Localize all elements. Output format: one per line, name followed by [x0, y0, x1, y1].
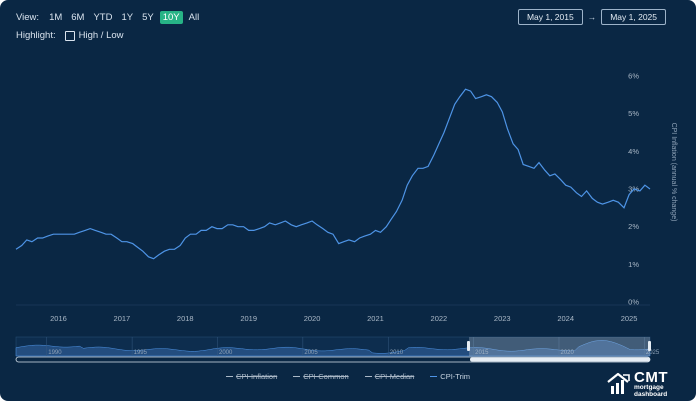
range-button-10y[interactable]: 10Y	[159, 11, 183, 24]
x-tick-label: 2023	[494, 314, 511, 323]
house-chart-icon	[607, 372, 630, 394]
range-button-5y[interactable]: 5Y	[142, 12, 154, 23]
legend-label: CPI-Inflation	[235, 372, 278, 381]
navigator-scrollbar-thumb[interactable]	[470, 357, 650, 362]
legend-item-cpi-inflation[interactable]: CPI-Inflation	[225, 372, 278, 381]
range-button-1m[interactable]: 1M	[49, 12, 63, 23]
navigator-selection[interactable]	[469, 337, 650, 356]
logo-subtitle-2: dashboard	[634, 390, 668, 398]
cmt-logo: CMT mortgage dashboard	[606, 369, 684, 398]
y-tick-label: 1%	[628, 260, 639, 269]
navigator-tick-label: 2010	[390, 350, 404, 356]
y-tick-label: 0%	[628, 298, 639, 307]
navigator-tick-label: 2025	[646, 350, 660, 356]
date-arrow: →	[587, 12, 597, 22]
y-tick-label: 4%	[628, 147, 639, 156]
navigator-tick-label: 2000	[219, 350, 233, 356]
date-range-selector: May 1, 2015 → May 1, 2025	[517, 9, 666, 25]
x-tick-label: 2024	[557, 314, 574, 323]
navigator-tick-label: 1995	[134, 350, 148, 356]
navigator-handle-left[interactable]	[467, 341, 470, 351]
high-low-label[interactable]: High / Low	[78, 30, 124, 41]
y-tick-label: 2%	[628, 222, 639, 231]
x-tick-label: 2018	[177, 314, 194, 323]
range-button-1y[interactable]: 1Y	[121, 12, 134, 23]
x-tick-label: 2017	[114, 314, 131, 323]
navigator-tick-label: 2015	[475, 350, 489, 356]
legend-label: CPI-Common	[303, 372, 349, 381]
legend-item-cpi-trim[interactable]: CPI-Trim	[430, 372, 470, 381]
legend-item-cpi-common[interactable]: CPI-Common	[293, 372, 349, 381]
navigator-overview-area	[15, 340, 651, 357]
logo-title: CMT	[634, 369, 668, 386]
date-from-input[interactable]: May 1, 2015	[517, 9, 583, 25]
x-tick-label: 2020	[304, 314, 321, 323]
x-tick-label: 2022	[431, 314, 448, 323]
view-label: View:	[16, 12, 40, 23]
legend-item-cpi-median[interactable]: CPI-Median	[364, 372, 415, 381]
y-axis-title: CPI Inflation (annual % change)	[670, 123, 677, 222]
legend-label: CPI-Trim	[440, 372, 471, 381]
x-tick-label: 2016	[50, 314, 67, 323]
logo-subtitle-1: mortgage	[634, 384, 664, 391]
date-to-input[interactable]: May 1, 2025	[601, 9, 666, 25]
range-button-6m[interactable]: 6M	[71, 12, 85, 23]
chart-legend: CPI-Inflation CPI-Common CPI-Median CPI-…	[0, 372, 696, 381]
x-tick-label: 2021	[367, 314, 384, 323]
legend-swatch	[364, 376, 372, 377]
x-tick-label: 2019	[240, 314, 257, 323]
legend-swatch	[225, 376, 233, 377]
legend-swatch	[293, 376, 301, 377]
navigator-handle-right[interactable]	[648, 341, 651, 351]
highlight-label: Highlight:	[16, 30, 56, 41]
x-tick-label: 2025	[621, 314, 638, 323]
high-low-checkbox[interactable]	[64, 30, 75, 41]
range-button-ytd[interactable]: YTD	[93, 12, 113, 23]
y-tick-label: 5%	[628, 109, 639, 118]
navigator-tick-label: 2005	[304, 350, 318, 356]
legend-swatch	[430, 376, 438, 377]
y-tick-label: 6%	[628, 72, 639, 81]
legend-label: CPI-Median	[374, 372, 415, 381]
range-button-all[interactable]: All	[188, 12, 200, 23]
cpi-trim-series-line	[15, 88, 651, 260]
range-toolbar: View: 1M 6M YTD 1Y 5Y 10Y All Highlight:…	[16, 10, 205, 43]
navigator-tick-label: 2020	[560, 350, 574, 356]
navigator-tick-label: 1990	[48, 350, 62, 356]
